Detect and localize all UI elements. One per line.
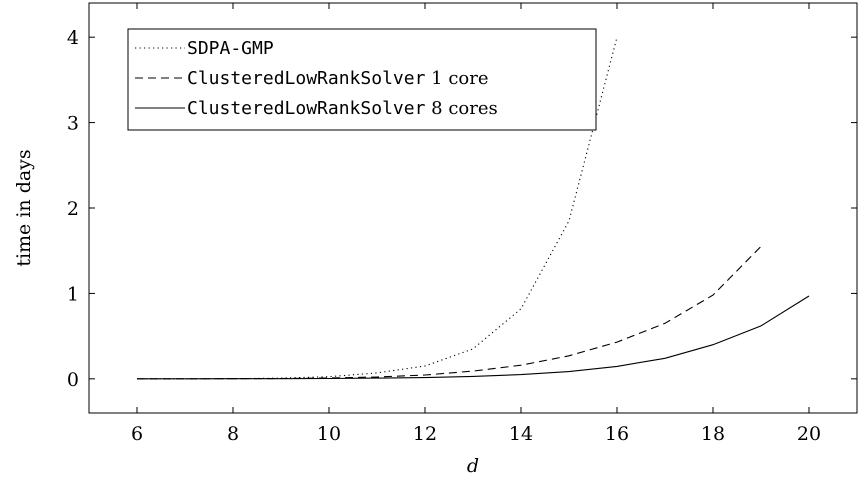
legend-entry-3: ClusteredLowRankSolver 8 cores [135, 98, 498, 119]
legend-label-mono: ClusteredLowRankSolver [187, 68, 426, 89]
y-tick-label: 1 [67, 283, 79, 305]
series-line-1-core [137, 246, 762, 380]
x-tick-label: 16 [605, 423, 629, 445]
legend-entry-1: SDPA-GMP [135, 38, 274, 59]
x-tick-label: 6 [131, 423, 143, 445]
y-tick-label: 4 [67, 27, 79, 49]
legend-entry-2: ClusteredLowRankSolver 1 core [135, 68, 489, 89]
x-axis-ticks: 6 8 10 12 14 16 18 20 [131, 3, 821, 445]
legend-label-mono: SDPA-GMP [187, 38, 274, 59]
x-tick-label: 8 [227, 423, 239, 445]
y-axis-label: time in days [13, 149, 35, 266]
legend-label-1-core: ClusteredLowRankSolver 1 core [187, 68, 489, 89]
series-line-8-cores [137, 295, 810, 380]
legend-box [127, 28, 597, 131]
y-tick-label: 0 [67, 369, 79, 391]
legend-label-sdpa-gmp: SDPA-GMP [187, 38, 274, 59]
legend-label-suffix: 8 cores [425, 98, 497, 119]
y-tick-label: 3 [67, 113, 79, 135]
x-tick-label: 12 [413, 423, 437, 445]
plot-frame [88, 2, 858, 414]
x-tick-label: 14 [509, 423, 533, 445]
series-lines [137, 37, 810, 380]
legend-label-mono: ClusteredLowRankSolver [187, 98, 426, 119]
legend-label-suffix: 1 core [425, 68, 488, 89]
y-tick-label: 2 [67, 198, 79, 220]
x-tick-label: 18 [701, 423, 725, 445]
x-tick-label: 20 [797, 423, 821, 445]
legend-label-8-cores: ClusteredLowRankSolver 8 cores [187, 98, 498, 119]
y-axis-ticks: 0 1 2 3 4 [67, 27, 857, 391]
x-axis-label: d [467, 455, 479, 477]
legend: SDPA-GMP ClusteredLowRankSolver 1 core C… [127, 28, 597, 131]
x-tick-label: 10 [317, 423, 341, 445]
